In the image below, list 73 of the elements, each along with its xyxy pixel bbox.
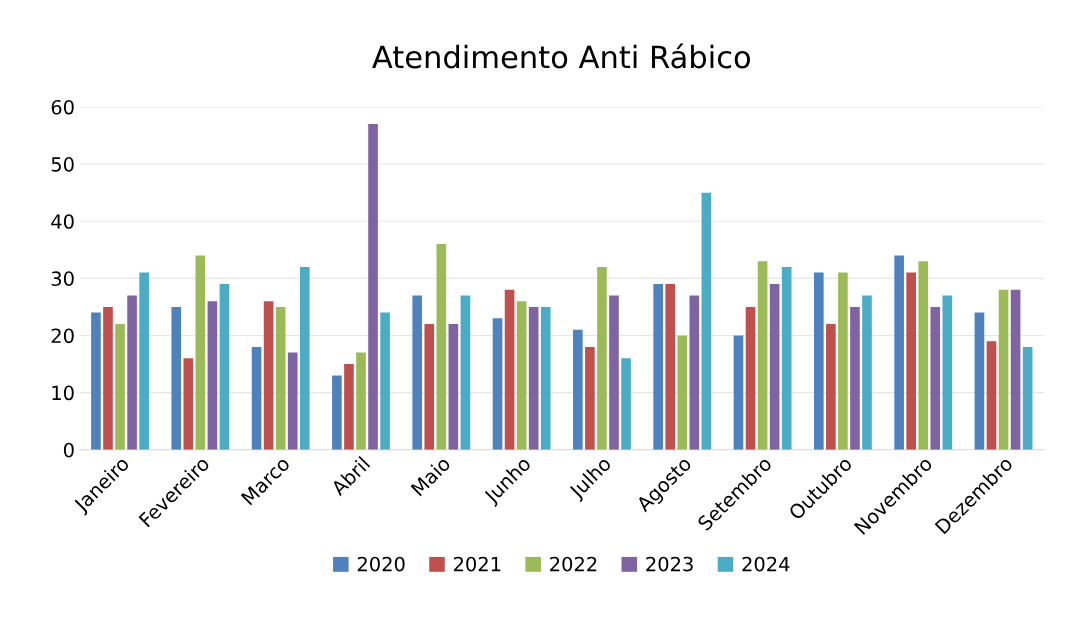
bar [733,335,744,450]
bar [171,306,182,450]
bar [573,329,583,450]
bar [492,318,503,450]
bar [195,255,206,450]
bar [219,284,230,450]
legend-label: 2021 [453,556,501,572]
bar [986,341,997,450]
bar [998,289,1009,450]
y-tick-label: 0 [63,442,74,458]
bar [251,346,262,450]
bar [974,312,985,450]
bar [380,312,390,450]
bar [412,295,423,450]
bar [183,358,194,450]
y-tick-label: 10 [52,385,74,401]
bar [906,272,916,450]
bar [757,261,768,450]
y-tick-label: 60 [51,99,74,115]
bar [942,295,953,450]
bar [781,266,792,450]
bar [838,272,848,450]
bar [745,306,756,450]
bar [653,284,663,450]
legend-label: 2023 [646,556,693,572]
bar [621,358,631,450]
bar [597,266,607,450]
bar [665,284,676,450]
bar [460,295,471,450]
y-tick-label: 40 [51,214,74,229]
bar [930,306,941,450]
legend-label: 2022 [550,556,597,572]
chart-title: Atendimento Anti Rábico [372,43,751,69]
bar [299,266,310,450]
bar [344,364,354,450]
bar [918,261,929,450]
bar [813,272,824,450]
bar [1010,289,1021,450]
bar [356,352,366,450]
y-tick-label: 20 [51,328,74,344]
legend-label: 2024 [742,556,790,572]
bar [91,312,101,450]
legend-label: 2020 [357,556,405,572]
bar [894,255,904,450]
bar [701,192,712,450]
bar [516,301,527,450]
bar [127,295,137,450]
bar [332,375,342,450]
bar [263,301,274,450]
bar [769,284,780,450]
bar [528,306,539,450]
bar [103,306,113,450]
bar [207,301,218,450]
bar [540,306,551,450]
bar [115,324,125,450]
bar [287,352,298,450]
y-tick-label: 30 [51,271,74,286]
bar [689,295,700,450]
bar [504,289,515,450]
y-tick-label: 50 [51,157,74,172]
bar [850,306,860,450]
bar [609,295,619,450]
bar [1022,346,1033,450]
bar [424,324,435,450]
bar [585,346,595,450]
bar [448,324,459,450]
bar [826,324,836,450]
bar [436,244,447,450]
bar [677,335,688,450]
bar [862,295,872,450]
bar [139,272,149,450]
bar [275,306,286,450]
bar [368,124,378,450]
